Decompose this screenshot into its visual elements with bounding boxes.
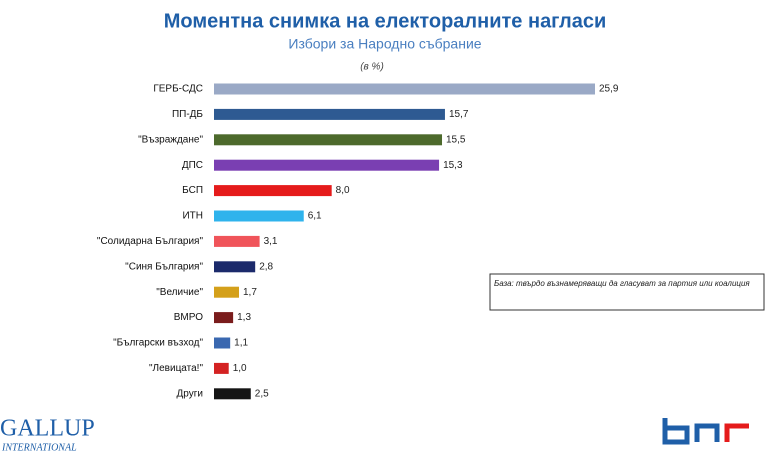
value-label: 1,3 <box>237 312 251 323</box>
chart-subtitle: Избори за Народно събрание <box>288 36 481 52</box>
annotation-wrap: База: твърдо възнамеряващи да гласуват з… <box>494 279 750 288</box>
category-label: "Синя България" <box>125 261 203 272</box>
logo-gallup: GALLUP <box>0 416 95 442</box>
bar <box>214 286 240 298</box>
logo-bnr-r <box>724 423 749 442</box>
value-label: 1,7 <box>243 287 257 298</box>
value-label: 3,1 <box>264 236 278 247</box>
value-label: 15,7 <box>449 109 469 120</box>
bar <box>214 388 251 400</box>
logo-bnr <box>662 418 749 445</box>
logo-gallup-sub: INTERNATIONAL <box>1 442 77 453</box>
bar <box>214 235 260 247</box>
value-label: 2,8 <box>259 261 273 272</box>
unit-note: (в %) <box>360 62 384 73</box>
category-label: ПП-ДБ <box>172 109 203 120</box>
category-label: "Левицата!" <box>149 363 203 374</box>
category-label: Други <box>177 388 203 399</box>
logo-bnr-n <box>694 423 720 442</box>
bar <box>214 312 234 324</box>
bar <box>214 362 229 374</box>
bar <box>214 83 595 95</box>
value-label: 8,0 <box>336 185 350 196</box>
category-label: ВМРО <box>174 312 203 323</box>
bar <box>214 337 231 349</box>
category-label: ГЕРБ-СДС <box>153 84 203 95</box>
value-label: 15,5 <box>446 134 466 145</box>
bar <box>214 108 445 120</box>
bar <box>214 261 256 273</box>
category-label: "Величие" <box>156 287 203 298</box>
category-label: "Възраждане" <box>138 134 203 145</box>
bar <box>214 134 443 146</box>
bar <box>214 159 440 171</box>
bar <box>214 210 304 222</box>
value-label: 25,9 <box>599 84 619 95</box>
value-label: 1,1 <box>234 338 248 349</box>
value-label: 15,3 <box>443 160 463 171</box>
chart-title: Моментна снимка на електоралните нагласи <box>164 10 607 32</box>
category-label: ДПС <box>182 160 203 171</box>
value-label: 6,1 <box>308 211 322 222</box>
category-label: БСП <box>182 185 203 196</box>
category-label: "Български възход" <box>113 338 203 349</box>
value-label: 1,0 <box>233 363 247 374</box>
annotation-box <box>489 273 765 311</box>
value-label: 2,5 <box>255 388 269 399</box>
logo-bnr-b <box>662 418 690 445</box>
annotation: База: твърдо възнамеряващи да гласуват з… <box>494 279 750 288</box>
category-label: "Солидарна България" <box>97 236 204 247</box>
bar <box>214 185 332 197</box>
category-label: ИТН <box>182 211 203 222</box>
